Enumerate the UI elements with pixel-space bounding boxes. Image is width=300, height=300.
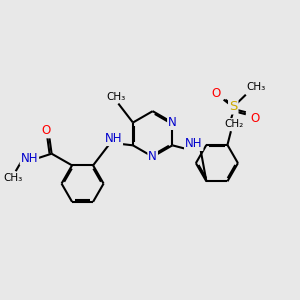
Text: N: N <box>148 150 157 163</box>
Text: CH₂: CH₂ <box>224 119 244 129</box>
Text: CH₃: CH₃ <box>106 92 126 102</box>
Text: CH₃: CH₃ <box>246 82 266 92</box>
Text: NH: NH <box>105 132 122 145</box>
Text: O: O <box>41 124 50 137</box>
Text: O: O <box>211 87 220 100</box>
Text: N: N <box>168 116 177 129</box>
Text: CH₃: CH₃ <box>4 172 23 183</box>
Text: O: O <box>250 112 259 124</box>
Text: NH: NH <box>21 152 38 165</box>
Text: S: S <box>229 100 238 113</box>
Text: NH: NH <box>185 137 202 150</box>
